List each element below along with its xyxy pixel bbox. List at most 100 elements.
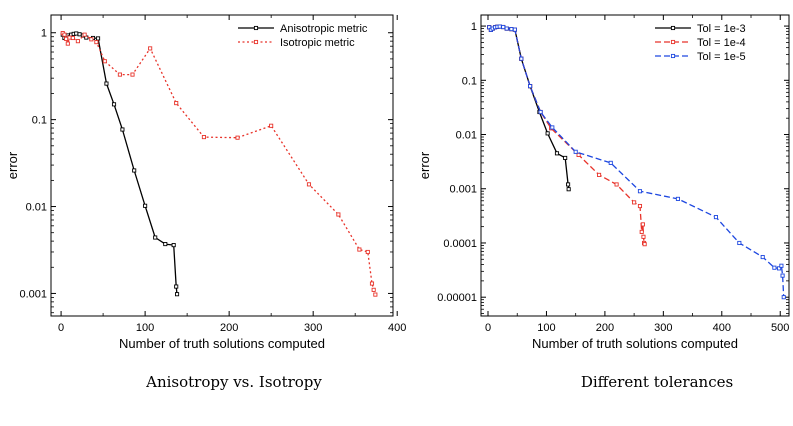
legend-entry: Anisotropic metric: [280, 23, 368, 35]
data-point: [641, 234, 646, 239]
data-point: [497, 24, 502, 29]
data-point: [306, 182, 312, 187]
data-point: [67, 35, 72, 40]
data-point: [504, 26, 509, 31]
x-tick-label: 400: [388, 322, 406, 334]
data-point: [235, 135, 240, 140]
data-point: [111, 102, 117, 107]
plot-frame: [50, 14, 394, 317]
data-point: [632, 200, 637, 205]
x-tick-label: 0: [485, 322, 491, 334]
data-point: [74, 31, 79, 36]
x-tick-label: 300: [304, 322, 322, 334]
data-point: [597, 172, 602, 177]
data-point: [550, 125, 555, 130]
data-point: [117, 72, 122, 77]
series-line-1: [488, 25, 570, 190]
data-point: [65, 41, 70, 46]
data-point: [737, 240, 742, 246]
data-point: [563, 155, 568, 160]
legend-marker: [253, 25, 259, 31]
legend-entry: Tol = 1e-4: [697, 37, 746, 49]
data-point: [171, 243, 176, 248]
data-point: [642, 242, 647, 247]
data-point: [639, 229, 644, 234]
x-tick-label: 200: [220, 322, 238, 334]
data-point: [637, 189, 643, 194]
data-point: [153, 235, 158, 240]
data-point: [528, 84, 533, 89]
y-tick-label: 0.00001: [437, 292, 477, 304]
data-point: [781, 295, 786, 300]
data-point: [269, 123, 274, 128]
x-tick-label: 300: [654, 322, 672, 334]
data-point: [501, 24, 506, 30]
data-point: [96, 36, 101, 41]
x-tick-label: 100: [537, 322, 555, 334]
data-point: [614, 182, 619, 187]
data-point: [163, 242, 168, 247]
data-point: [369, 281, 375, 286]
legend-marker: [253, 39, 259, 45]
legend-marker: [670, 39, 676, 45]
x-tick-label: 500: [771, 322, 789, 334]
data-point: [772, 265, 777, 270]
data-point: [637, 203, 643, 209]
data-point: [554, 151, 560, 156]
data-point: [566, 187, 571, 192]
data-point: [70, 35, 75, 41]
data-point: [77, 32, 82, 37]
x-tick-label: 0: [58, 322, 64, 334]
y-tick-label: 0.01: [26, 202, 47, 214]
x-tick-label: 400: [713, 322, 731, 334]
series-line-2: [62, 32, 377, 295]
data-point: [120, 127, 125, 132]
series-line-3: [488, 25, 785, 298]
data-point: [143, 203, 148, 208]
data-point: [566, 182, 571, 187]
y-axis-label: error: [5, 151, 20, 179]
chart-panel-1: 1 0.1 0.01 0.001 0 100 200 300 400 Number of trut…: [5, 14, 406, 391]
data-point: [365, 249, 370, 255]
data-point: [371, 287, 376, 292]
legend-marker: [670, 25, 676, 31]
data-point: [675, 196, 681, 201]
data-point: [357, 247, 362, 252]
x-axis-label: Number of truth solutions computed: [532, 336, 738, 351]
data-point: [102, 59, 107, 64]
data-point: [104, 81, 109, 86]
legend-marker: [670, 53, 676, 59]
data-point: [713, 215, 718, 220]
x-axis-label: Number of truth solutions computed: [119, 336, 325, 351]
data-point: [130, 72, 135, 77]
data-point: [64, 36, 69, 41]
y-tick-label: 0.1: [32, 115, 47, 127]
y-tick-label: 0.01: [456, 130, 477, 142]
data-point: [779, 263, 784, 268]
series-line-2: [488, 25, 646, 245]
data-point: [174, 101, 179, 106]
y-tick-label: 1: [471, 21, 477, 33]
y-tick-label: 0.0001: [443, 238, 477, 250]
data-point: [373, 292, 378, 297]
data-point: [75, 39, 80, 44]
x-tick-label: 200: [596, 322, 614, 334]
data-point: [545, 131, 550, 136]
y-tick-label: 1: [41, 28, 47, 40]
data-point: [82, 32, 87, 37]
data-point: [780, 273, 785, 278]
y-tick-label: 0.1: [462, 75, 477, 87]
data-point: [62, 32, 67, 37]
data-point: [538, 109, 543, 115]
data-point: [201, 135, 206, 140]
data-point: [89, 37, 94, 42]
legend-entry: Tol = 1e-3: [697, 23, 746, 35]
data-point: [512, 27, 517, 32]
data-point: [174, 292, 180, 297]
x-tick-label: 100: [136, 322, 154, 334]
legend-entry: Tol = 1e-5: [697, 51, 746, 63]
data-point: [174, 284, 179, 289]
y-tick-label: 0.001: [19, 288, 47, 300]
data-point: [640, 222, 645, 227]
